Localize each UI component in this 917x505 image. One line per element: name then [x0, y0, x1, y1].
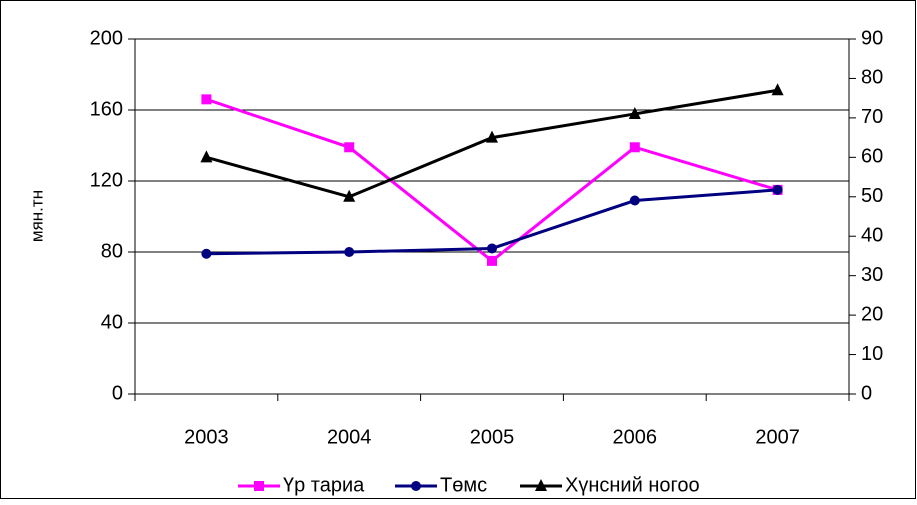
y2-tick-label: 80 — [861, 67, 883, 89]
marker — [772, 184, 783, 195]
marker — [487, 243, 497, 254]
legend-label: Хүнсний ногоо — [565, 474, 700, 496]
marker — [201, 94, 212, 105]
legend-label: Үр тариа — [283, 474, 365, 496]
y2-tick-label: 90 — [861, 27, 883, 49]
marker — [344, 142, 355, 153]
marker — [200, 150, 213, 163]
marker — [343, 189, 356, 202]
x-tick-label: 2005 — [470, 426, 515, 448]
y2-tick-label: 0 — [861, 382, 872, 404]
x-tick-label: 2003 — [184, 426, 229, 448]
y-tick-label: 160 — [90, 98, 123, 120]
marker — [629, 142, 640, 153]
x-tick-label: 2007 — [755, 426, 800, 448]
y-tick-label: 0 — [112, 382, 123, 404]
y2-tick-label: 20 — [861, 303, 883, 325]
legend-label: Төмс — [440, 474, 487, 496]
y-tick-label: 80 — [101, 240, 123, 262]
marker — [486, 130, 498, 143]
x-tick-label: 2006 — [613, 426, 658, 448]
y-tick-label: 40 — [101, 311, 123, 333]
y2-tick-label: 40 — [861, 225, 883, 247]
y-tick-label: 120 — [90, 169, 123, 191]
marker — [487, 255, 497, 266]
y2-tick-label: 30 — [861, 264, 883, 286]
y2-tick-label: 10 — [861, 343, 883, 365]
y-axis-label: мян.тн — [27, 190, 46, 242]
marker — [629, 195, 640, 206]
marker — [254, 481, 264, 491]
marker — [411, 481, 421, 491]
y-tick-label: 200 — [90, 27, 123, 49]
marker — [771, 83, 784, 96]
marker — [201, 248, 212, 259]
marker — [535, 479, 547, 491]
y2-tick-label: 60 — [861, 146, 883, 168]
x-tick-label: 2004 — [327, 426, 372, 448]
marker — [628, 106, 641, 119]
y2-tick-label: 70 — [861, 106, 883, 128]
y2-tick-label: 50 — [861, 185, 883, 207]
marker — [344, 247, 355, 257]
